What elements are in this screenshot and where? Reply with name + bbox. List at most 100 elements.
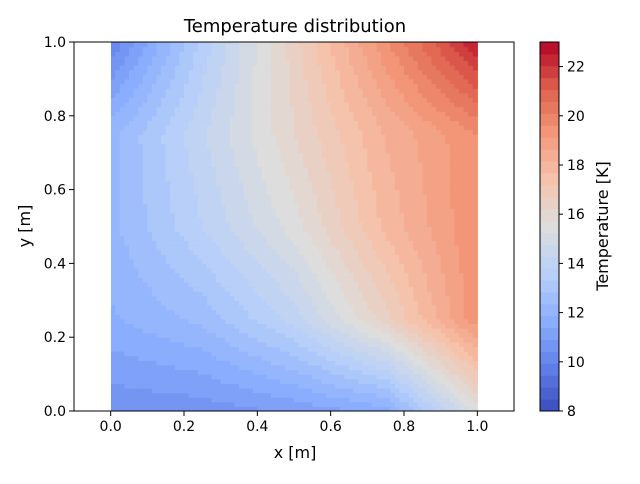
field-cell: [358, 341, 364, 348]
field-cell: [266, 281, 272, 288]
field-cell: [161, 397, 167, 403]
field-cell: [174, 263, 181, 269]
field-cell: [307, 406, 313, 411]
field-cell: [229, 286, 236, 292]
field-cell: [449, 194, 456, 200]
field-cell: [179, 194, 185, 200]
field-cell: [349, 184, 355, 191]
field-cell: [129, 235, 135, 241]
field-cell: [376, 300, 382, 306]
field-cell: [404, 360, 410, 366]
field-cell: [298, 125, 304, 131]
field-cell: [229, 378, 236, 384]
field-cell: [225, 157, 231, 163]
field-cell: [289, 152, 295, 158]
field-cell: [445, 383, 451, 389]
field-cell: [390, 254, 396, 260]
field-cell: [459, 171, 465, 177]
field-cell: [298, 346, 304, 352]
field-cell: [344, 268, 350, 274]
field-cell: [266, 157, 272, 163]
field-cell: [367, 171, 373, 177]
field-cell: [188, 166, 194, 172]
field-cell: [170, 129, 176, 135]
field-cell: [206, 268, 213, 274]
field-cell: [344, 332, 350, 338]
field-cell: [184, 277, 190, 283]
field-cell: [234, 341, 240, 348]
field-cell: [156, 134, 162, 140]
field-cell: [381, 286, 387, 292]
field-cell: [394, 364, 401, 371]
field-cell: [399, 309, 405, 315]
field-cell: [156, 203, 162, 209]
field-cell: [404, 157, 410, 163]
field-cell: [211, 231, 217, 237]
field-cell: [472, 268, 478, 274]
field-cell: [111, 374, 116, 380]
field-cell: [404, 231, 410, 237]
field-cell: [294, 125, 300, 131]
field-cell: [371, 378, 378, 384]
field-cell: [330, 254, 336, 260]
field-cell: [170, 180, 176, 186]
field-cell: [129, 286, 135, 292]
field-cell: [266, 392, 272, 398]
field-cell: [156, 125, 162, 131]
field-cell: [408, 286, 414, 292]
field-cell: [216, 281, 222, 288]
field-cell: [394, 360, 401, 366]
field-cell: [119, 281, 126, 288]
field-cell: [385, 226, 391, 232]
field-cell: [459, 378, 465, 384]
field-cell: [459, 157, 465, 163]
field-cell: [261, 341, 268, 348]
field-cell: [353, 355, 359, 361]
field-cell: [440, 263, 446, 269]
field-cell: [381, 327, 387, 334]
field-cell: [298, 235, 304, 241]
field-cell: [197, 198, 203, 205]
field-cell: [399, 184, 405, 191]
field-cell: [472, 272, 478, 278]
field-cell: [124, 327, 130, 334]
field-cell: [426, 392, 433, 398]
field-cell: [188, 392, 194, 398]
field-cell: [151, 157, 158, 163]
field-cell: [298, 161, 304, 168]
field-cell: [129, 291, 135, 297]
field-cell: [115, 323, 121, 329]
field-cell: [142, 198, 148, 205]
field-cell: [431, 240, 437, 246]
field-cell: [399, 351, 405, 357]
field-cell: [184, 323, 190, 329]
field-cell: [326, 221, 332, 228]
field-cell: [463, 217, 469, 223]
field-cell: [197, 268, 203, 274]
field-cell: [220, 392, 226, 398]
field-cell: [206, 392, 213, 398]
field-cell: [339, 189, 346, 195]
field-cell: [179, 249, 185, 255]
field-cell: [188, 171, 194, 177]
field-cell: [133, 332, 139, 338]
field-cell: [229, 180, 236, 186]
field-cell: [362, 244, 368, 251]
field-cell: [156, 152, 162, 158]
field-cell: [294, 309, 300, 315]
field-cell: [316, 189, 323, 195]
field-cell: [239, 244, 245, 251]
field-cell: [266, 369, 272, 375]
field-cell: [239, 369, 245, 375]
field-cell: [124, 208, 130, 214]
field-cell: [376, 360, 382, 366]
field-cell: [129, 240, 135, 246]
field-cell: [111, 364, 116, 371]
field-cell: [307, 281, 313, 288]
field-cell: [376, 138, 382, 145]
field-cell: [216, 332, 222, 338]
field-cell: [454, 401, 460, 407]
field-cell: [362, 327, 368, 334]
field-cell: [344, 364, 350, 371]
field-cell: [129, 369, 135, 375]
